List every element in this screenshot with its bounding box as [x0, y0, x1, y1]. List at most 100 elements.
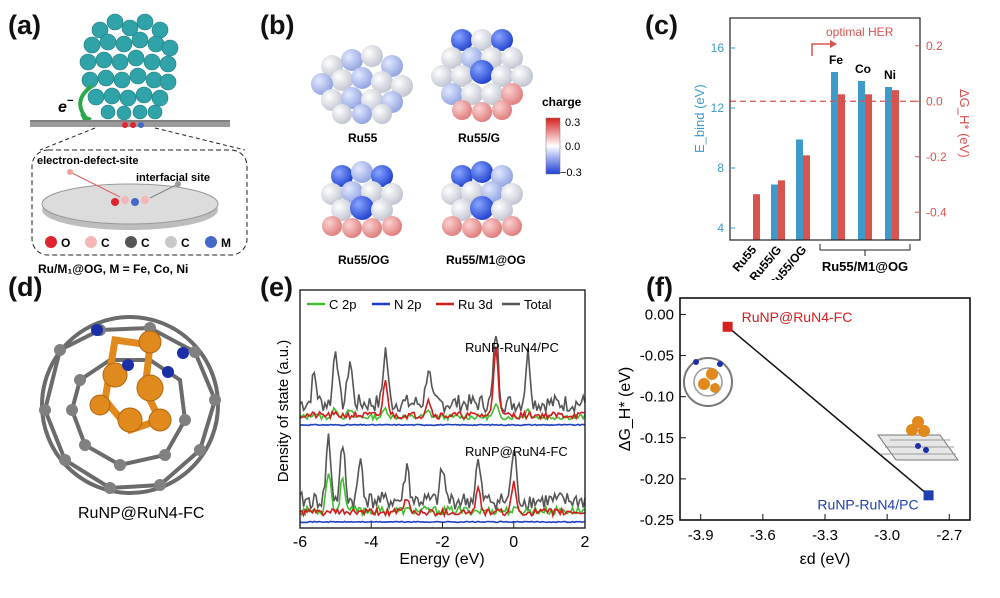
legend-label: O — [61, 236, 70, 250]
optimal-her-arrow — [811, 43, 830, 56]
scatter-point — [722, 321, 733, 332]
bar-e-bind — [771, 184, 778, 240]
legend-swatch — [45, 236, 57, 248]
panel-d: (d) RuNP@RuN4-FC — [0, 272, 260, 593]
atom-legend: O C C C M — [45, 236, 231, 250]
colorbar-tick: 0.0 — [565, 141, 580, 153]
panel-f-label: (f) — [646, 272, 673, 302]
bar-delta-g — [803, 155, 810, 240]
point-label: RuNP-RuN4/PC — [817, 496, 918, 512]
bar-delta-g — [838, 94, 845, 240]
descriptor-scatter-chart: -3.9 -3.6 -3.3 -3.0 -2.7 0.00 -0.05 -0.10 -0.15 -… — [617, 297, 971, 568]
legend-label: N 2p — [394, 297, 421, 312]
y-axis-label: ΔG_H* (eV) — [617, 367, 634, 451]
point-label: RuNP@RuN4-FC — [742, 309, 853, 325]
bar-e-bind — [831, 72, 838, 240]
x-tick-label: -3.6 — [750, 527, 776, 544]
lower-curve-label: RuNP@RuN4-FC — [465, 444, 568, 459]
binding-energy-chart: 4 8 12 16 -0.4 -0.2 0.0 0.2 E_bind (eV) ΔG_H* (eV… — [692, 17, 972, 291]
x-tick-label: -3.0 — [874, 527, 900, 544]
nitrogen-atoms — [91, 324, 189, 378]
graphene-sheet — [30, 120, 230, 128]
bar-delta-g — [892, 90, 899, 241]
y-axis-label-left: E_bind (eV) — [692, 84, 707, 153]
graphene-inset-icon — [877, 416, 959, 461]
total-dos-lower — [299, 433, 586, 511]
x-axis-label: εd (eV) — [800, 551, 851, 568]
y-tick-label-left: 12 — [711, 101, 725, 115]
dos-chart: -6 -4 -2 0 2 C 2p N 2p Ru 3d Total RuNP-RuN4/PC… — [275, 289, 590, 568]
legend-label: C — [141, 236, 150, 250]
colorbar-tick: −0.3 — [560, 167, 582, 179]
legend-label: C 2p — [329, 297, 356, 312]
x-axis-label: Energy (eV) — [399, 551, 484, 568]
y-tick-label-right: -0.2 — [926, 150, 947, 164]
y-tick-label: 0.00 — [645, 306, 674, 323]
y-tick-label: -0.25 — [640, 512, 674, 529]
zoom-box — [31, 149, 248, 256]
metal-label: Fe — [829, 53, 843, 67]
interfacial-site-label: interfacial site — [136, 172, 210, 184]
legend-label: C — [181, 236, 190, 250]
bar-delta-g — [753, 194, 760, 240]
colorbar-tick: 0.3 — [565, 117, 580, 129]
y-tick-label-left: 4 — [717, 221, 724, 235]
y-tick-label: -0.20 — [640, 471, 674, 488]
y-tick-label: -0.15 — [640, 430, 674, 447]
bar-delta-g — [778, 180, 785, 240]
x-tick-label: -3.9 — [688, 527, 714, 544]
ru3d-dos-lower — [299, 480, 586, 519]
panel-a-caption: Ru/M₁@OG, M = Fe, Co, Ni — [38, 262, 188, 276]
fullerene-inset-icon — [683, 357, 733, 407]
panel-e-label: (e) — [260, 272, 293, 302]
ru55-cluster — [311, 45, 413, 124]
legend-swatch — [85, 236, 97, 248]
panel-c: (c) 4 8 12 16 -0.4 -0.2 0.0 0.2 E_bind (eV) ΔG_H*… — [640, 0, 1000, 291]
y-tick-label-left: 16 — [711, 41, 725, 55]
legend-swatch — [165, 236, 177, 248]
x-tick-label: -2.7 — [936, 527, 962, 544]
total-dos-upper — [299, 335, 586, 415]
ru-cluster-illustration — [79, 13, 179, 121]
y-axis-label: Density of state (a.u.) — [275, 340, 292, 483]
electron-label: e — [58, 99, 67, 116]
x-tick-label: 0 — [509, 534, 518, 551]
metal-label: Ni — [884, 68, 896, 82]
y-tick-label-left: 8 — [717, 161, 724, 175]
optimal-her-label: optimal HER — [826, 25, 894, 39]
group-label: Ru55/M1@OG — [822, 259, 908, 274]
upper-curve-label: RuNP-RuN4/PC — [465, 340, 559, 355]
panel-a: (a) e − electron-defect-site interfacial… — [0, 0, 260, 280]
legend-label: Ru 3d — [458, 297, 493, 312]
panel-b-figure: Ru55 Ru55/G Ru55/OG Ru55/M1@OG charge 0.… — [311, 29, 582, 267]
legend-label: C — [101, 236, 110, 250]
cluster-label: Ru55/OG — [338, 253, 389, 267]
legend-swatch — [125, 236, 137, 248]
bar-e-bind — [858, 81, 865, 240]
cluster-label: Ru55/M1@OG — [446, 253, 526, 267]
panel-b-label: (b) — [260, 10, 295, 40]
cluster-label: Ru55 — [348, 131, 378, 145]
legend-swatch — [205, 236, 217, 248]
panel-c-label: (c) — [645, 10, 678, 40]
y-tick-label-right: 0.2 — [926, 39, 943, 53]
y-tick-label-right: 0.0 — [926, 94, 943, 108]
panel-a-figure: e − electron-defect-site interfacial sit… — [30, 13, 248, 276]
group-bracket — [819, 244, 911, 256]
x-tick-label: 2 — [581, 534, 590, 551]
colorbar-title: charge — [542, 95, 582, 109]
ru55-og-cluster — [321, 161, 403, 238]
panel-e: (e) -6 -4 -2 0 2 C 2p N 2p Ru 3d Total RuNP-RuN… — [260, 270, 600, 593]
y-tick-label: -0.05 — [640, 348, 674, 365]
panel-d-label: (d) — [8, 272, 43, 302]
ru55-m1-og-cluster — [441, 161, 523, 238]
panel-d-figure: RuNP@RuN4-FC — [39, 315, 221, 522]
n2p-dos-upper — [299, 423, 586, 427]
y-axis-label-right: ΔG_H* (eV) — [957, 89, 972, 158]
charge-colorbar — [545, 117, 561, 175]
ru55-g-cluster — [431, 29, 533, 122]
panel-d-caption: RuNP@RuN4-FC — [78, 505, 204, 522]
x-tick-label: -6 — [293, 534, 307, 551]
x-tick-label: -3.3 — [812, 527, 838, 544]
bar-e-bind — [796, 139, 803, 240]
